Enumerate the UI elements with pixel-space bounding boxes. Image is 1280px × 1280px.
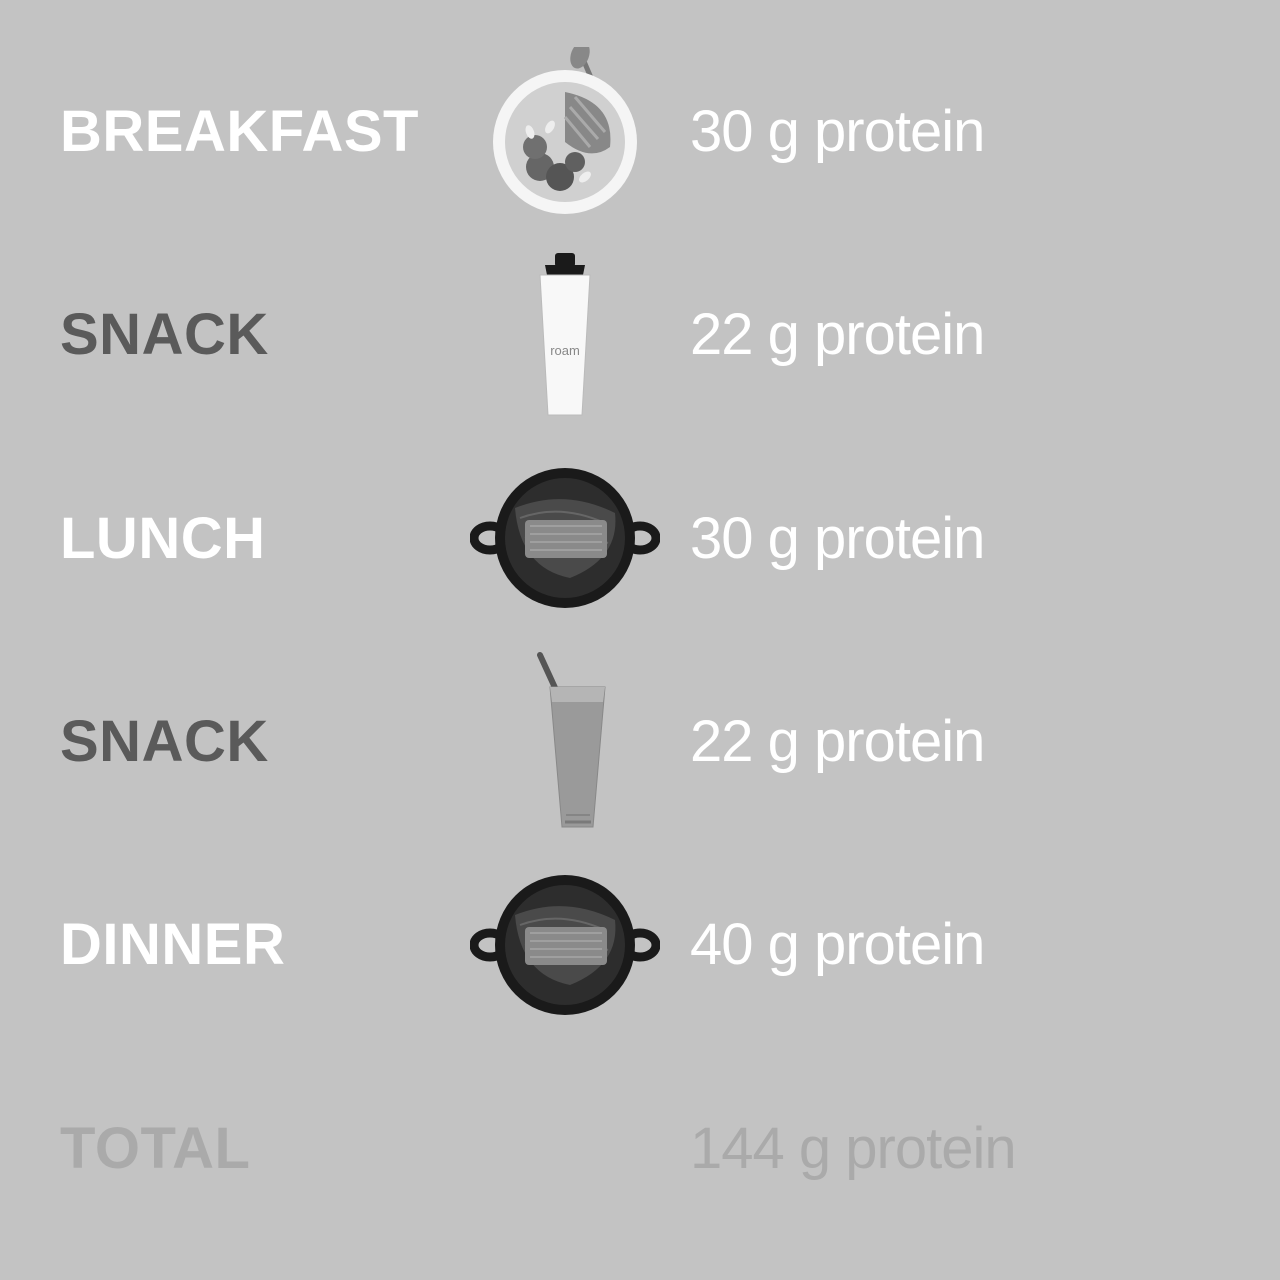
svg-text:roam: roam: [550, 343, 580, 358]
meal-label-dinner: DINNER: [60, 911, 440, 978]
skillet-meal-icon: [440, 865, 690, 1025]
meal-label-snack-2: SNACK: [60, 708, 440, 775]
protein-infographic: BREAKFAST 30 g protein SNACK roam: [0, 0, 1280, 1280]
protein-value-snack-1: 22 g protein: [690, 301, 1230, 368]
protein-value-breakfast: 30 g protein: [690, 98, 1230, 165]
skillet-meal-icon: [440, 458, 690, 618]
protein-value-dinner: 40 g protein: [690, 911, 1230, 978]
meal-label-snack-1: SNACK: [60, 301, 440, 368]
protein-value-total: 144 g protein: [690, 1115, 1230, 1182]
smoothie-glass-icon: [440, 647, 690, 837]
breakfast-bowl-icon: [440, 47, 690, 217]
meal-label-lunch: LUNCH: [60, 505, 440, 572]
protein-value-snack-2: 22 g protein: [690, 708, 1230, 775]
meal-label-breakfast: BREAKFAST: [60, 98, 440, 165]
meal-label-total: TOTAL: [60, 1115, 440, 1182]
shaker-bottle-icon: roam: [440, 245, 690, 425]
protein-value-lunch: 30 g protein: [690, 505, 1230, 572]
